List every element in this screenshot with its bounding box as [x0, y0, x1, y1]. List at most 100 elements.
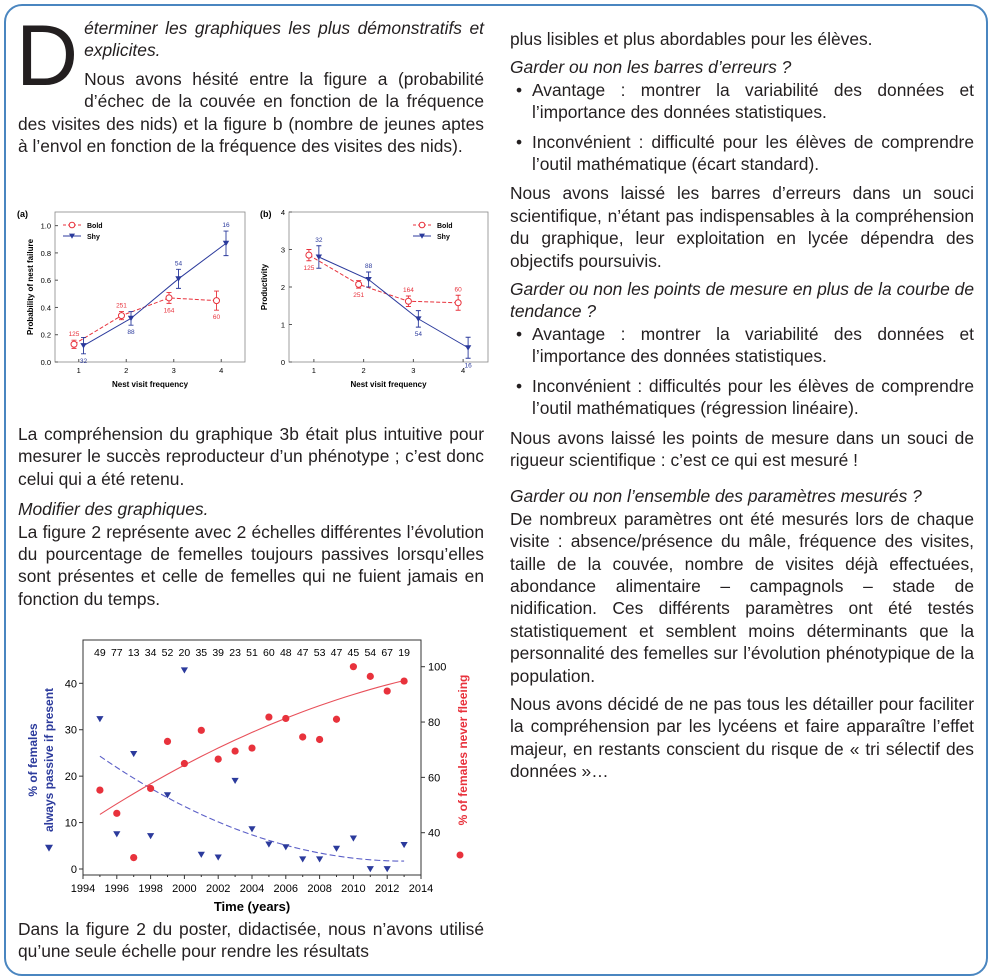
y-right-tick-label: 40: [428, 828, 440, 840]
y-axis-label: Probability of nest failure: [26, 238, 35, 335]
y-tick-label: 0.8: [41, 249, 51, 258]
legend-label: Bold: [87, 223, 103, 230]
data-point-passive: [130, 750, 138, 758]
sample-size-label: 88: [127, 329, 135, 336]
paragraph: Nous avons hésité entre la figure a (pro…: [18, 68, 484, 157]
data-point-bold: [355, 280, 363, 288]
y-tick-label: 0.2: [41, 331, 51, 340]
paragraph: De nombreux paramètres ont été mesurés l…: [510, 508, 974, 686]
data-point-never-fleeing: [400, 677, 408, 685]
data-point-passive: [180, 667, 188, 674]
y-axis-label: Productivity: [260, 263, 269, 310]
data-point-passive: [316, 856, 324, 863]
y-left-tick-label: 20: [65, 771, 77, 783]
x-tick-label: 2004: [240, 883, 264, 895]
data-point-passive: [113, 831, 121, 838]
legend-marker: [418, 221, 426, 229]
trend-line-never-fleeing: [99, 679, 405, 815]
sample-size-label: 164: [164, 307, 175, 314]
y-left-axis-label-line1: % of females: [26, 723, 40, 797]
panel-label: (a): [17, 209, 28, 219]
data-point-passive: [197, 851, 205, 858]
y-tick-label: 4: [281, 208, 285, 217]
data-point-never-fleeing: [197, 726, 205, 734]
sample-size-label: 49: [94, 647, 106, 659]
series-line-bold: [308, 254, 459, 304]
sample-size-label: 54: [415, 331, 423, 338]
data-point-never-fleeing: [349, 663, 357, 671]
series-line-shy: [318, 256, 469, 349]
y-right-axis-label: % of females never fleeing: [456, 675, 470, 826]
data-point-never-fleeing: [130, 854, 138, 862]
sample-size-label: 32: [315, 237, 323, 244]
data-point-never-fleeing: [299, 733, 307, 741]
legend-label: Bold: [437, 223, 453, 230]
x-tick-label: 2012: [375, 883, 399, 895]
sample-size-label: 16: [464, 362, 472, 369]
x-tick-label: 1994: [71, 883, 95, 895]
x-tick-label: 3: [411, 366, 415, 375]
drop-cap: D: [16, 8, 79, 104]
data-point-passive: [383, 866, 391, 873]
data-point-shy: [365, 276, 372, 283]
data-point-shy: [464, 345, 472, 351]
sample-size-label: 67: [381, 647, 393, 659]
sample-size-label: 88: [365, 263, 373, 270]
data-point-never-fleeing: [96, 786, 104, 794]
data-point-never-fleeing: [180, 759, 188, 768]
x-tick-label: 2002: [206, 883, 230, 895]
question-heading: Garder ou non les points de mesure en pl…: [510, 279, 974, 322]
bullet-item: Avantage : montrer la variabilité des do…: [510, 323, 974, 368]
right-column: plus lisibles et plus abordables pour le…: [510, 28, 974, 789]
chart-females-behaviour-over-time: 1994 1996 1998 2000 2002 2004 2006 2008 2010 2012…: [26, 639, 470, 914]
paragraph: plus lisibles et plus abordables pour le…: [510, 29, 873, 49]
legend-label: Shy: [87, 234, 100, 241]
trend-line-passive: [99, 755, 405, 862]
sample-size-label: 47: [331, 647, 343, 659]
sample-size-label: 47: [297, 647, 309, 659]
bullet-list: Avantage : montrer la variabilité des do…: [510, 79, 974, 176]
data-point-bold: [165, 294, 173, 302]
y-tick-label: 3: [281, 246, 285, 255]
data-point-passive: [349, 835, 357, 842]
sample-size-label: 16: [222, 222, 230, 229]
sample-size-label: 20: [179, 647, 191, 659]
x-tick-label: 2008: [307, 883, 331, 895]
bullet-item: Inconvénient : difficultés pour les élèv…: [510, 375, 974, 420]
data-point-shy: [315, 254, 323, 260]
data-point-never-fleeing: [113, 809, 121, 817]
chart-a-nest-failure: (a) 0.0 0.2 0.4 0.6 0.8 1.0 1 2 3 4 Nest visit freq…: [17, 209, 246, 389]
sample-size-label: 19: [398, 647, 410, 659]
y-left-tick-label: 10: [65, 818, 77, 830]
data-point-shy: [415, 316, 422, 322]
data-point-never-fleeing: [265, 713, 273, 721]
x-tick-label: 2006: [274, 883, 298, 895]
y-tick-label: 1.0: [41, 222, 51, 231]
x-tick-label: 3: [172, 366, 176, 375]
sample-size-label: 13: [128, 647, 140, 659]
x-tick-label: 2010: [341, 883, 365, 895]
paragraph: La compréhension du graphique 3b était p…: [18, 424, 484, 489]
sample-size-label: 251: [116, 303, 127, 310]
sample-size-label: 77: [111, 647, 123, 659]
data-point-passive: [231, 777, 239, 785]
data-point-passive: [299, 856, 307, 863]
data-point-passive: [96, 716, 104, 723]
data-point-bold: [213, 297, 220, 305]
series-line-bold: [73, 297, 217, 345]
y-tick-label: 0.0: [41, 358, 51, 367]
sample-size-label: 60: [263, 647, 275, 659]
x-axis-label: Nest visit frequency: [350, 380, 427, 389]
sample-size-label: 251: [353, 292, 364, 299]
sample-size-label: 48: [280, 647, 292, 659]
y-tick-label: 1: [281, 321, 285, 330]
paragraph: Dans la figure 2 du poster, didactisée, …: [18, 919, 484, 962]
data-point-never-fleeing: [366, 672, 374, 680]
data-point-bold: [454, 299, 462, 307]
data-point-bold: [305, 251, 313, 259]
data-point-passive: [147, 833, 155, 840]
panel-label: (b): [260, 209, 272, 219]
data-point-passive: [366, 866, 374, 873]
data-point-passive: [332, 845, 341, 852]
